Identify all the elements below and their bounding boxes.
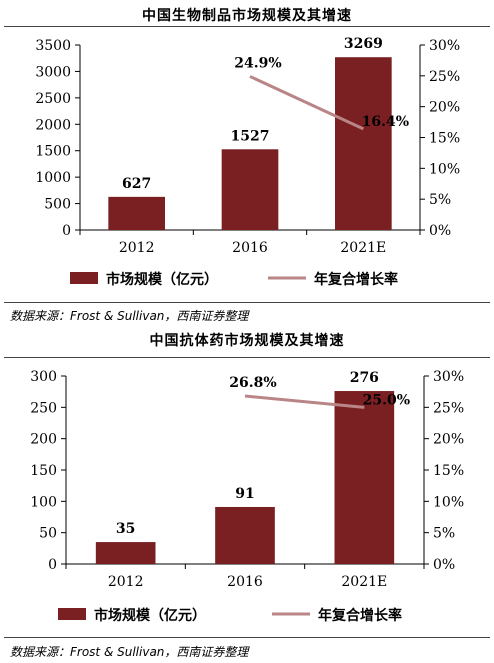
source-divider <box>4 302 490 303</box>
x-tick-label: 2021E <box>341 574 387 590</box>
bar-value-label: 35 <box>116 521 135 537</box>
y-left-tick-label: 500 <box>44 197 71 213</box>
legend-label-line: 年复合增长率 <box>314 271 398 288</box>
y-right-tick-label: 10% <box>433 494 464 510</box>
y-right-tick-label: 25% <box>433 400 464 416</box>
y-right-tick-label: 10% <box>429 161 460 177</box>
legend-label-bar: 市场规模（亿元） <box>106 271 218 288</box>
y-right-tick-label: 0% <box>433 557 455 573</box>
chart-antibody: 0 50 100 150 200 250 300 0% 5% 10% 15% 20% 25% 30% 201… <box>30 369 464 624</box>
y-right-tick-label: 30% <box>433 369 464 385</box>
growth-value-label: 16.4% <box>362 114 409 130</box>
bar-value-label: 91 <box>235 486 254 502</box>
bar <box>334 391 395 564</box>
bar-value-label: 3269 <box>344 36 383 52</box>
bar-value-label: 627 <box>122 176 151 192</box>
source-note: 数据来源：Frost & Sullivan，西南证券整理 <box>10 645 249 659</box>
growth-value-label: 25.0% <box>363 392 410 408</box>
bar <box>108 196 165 230</box>
y-right-tick-label: 30% <box>429 38 460 54</box>
y-left-tick-label: 2000 <box>35 117 71 133</box>
growth-value-label: 26.8% <box>229 375 276 391</box>
bar-value-label: 276 <box>350 370 379 386</box>
y-left-tick-label: 300 <box>30 369 57 385</box>
x-tick-label: 2012 <box>108 574 144 590</box>
y-left-tick-label: 50 <box>39 526 57 542</box>
bar <box>215 506 275 564</box>
chart-title: 中国抗体药市场规模及其增速 <box>149 333 345 349</box>
y-left-tick-label: 2500 <box>35 91 71 107</box>
y-left-tick-label: 0 <box>62 223 71 239</box>
y-right-tick-label: 20% <box>433 432 464 448</box>
y-right-tick-label: 5% <box>433 526 455 542</box>
y-left-tick-label: 250 <box>30 400 57 416</box>
y-right-tick-label: 25% <box>429 69 460 85</box>
source-note: 数据来源：Frost & Sullivan，西南证券整理 <box>10 309 249 323</box>
y-left-tick-label: 150 <box>30 463 57 479</box>
x-tick-label: 2012 <box>119 240 155 256</box>
x-tick-label: 2021E <box>340 240 386 256</box>
title-divider <box>4 357 490 358</box>
legend-swatch-bar <box>58 608 86 620</box>
bar <box>221 149 279 230</box>
chart-title: 中国生物制品市场规模及其增速 <box>142 8 352 24</box>
chart-biologics: 0 500 1000 1500 2000 2500 3000 3500 0% 5% 10% 15% 20… <box>35 36 460 288</box>
y-left-tick-label: 1000 <box>35 170 71 186</box>
growth-line <box>244 394 365 409</box>
y-right-tick-label: 20% <box>429 100 460 116</box>
y-left-tick-label: 200 <box>30 432 57 448</box>
y-left-tick-label: 100 <box>30 494 57 510</box>
y-left-tick-label: 3000 <box>35 64 71 80</box>
bar-value-label: 1527 <box>231 128 270 144</box>
chart-panel-biologics: 中国生物制品市场规模及其增速 0 500 1000 1500 2000 2500 3000 3… <box>0 0 494 330</box>
y-right-tick-label: 15% <box>433 463 464 479</box>
legend-swatch-bar <box>70 272 98 284</box>
growth-line <box>249 75 364 131</box>
bar <box>335 57 392 231</box>
y-left-tick-label: 1500 <box>35 144 71 160</box>
y-left-tick-label: 3500 <box>35 38 71 54</box>
source-divider <box>4 637 490 638</box>
y-right-tick-label: 15% <box>429 131 460 147</box>
chart-panel-antibody: 中国抗体药市场规模及其增速 0 50 100 150 200 250 300 0% 5% 10% 1… <box>0 330 494 663</box>
y-left-tick-label: 0 <box>48 557 57 573</box>
bar <box>95 542 156 564</box>
legend-label-bar: 市场规模（亿元） <box>94 607 206 624</box>
title-divider <box>4 26 490 27</box>
x-tick-label: 2016 <box>232 240 268 256</box>
x-tick-label: 2016 <box>227 574 263 590</box>
y-right-tick-label: 5% <box>429 192 451 208</box>
growth-value-label: 24.9% <box>234 55 281 71</box>
legend-label-line: 年复合增长率 <box>318 607 402 624</box>
y-right-tick-label: 0% <box>429 223 451 239</box>
